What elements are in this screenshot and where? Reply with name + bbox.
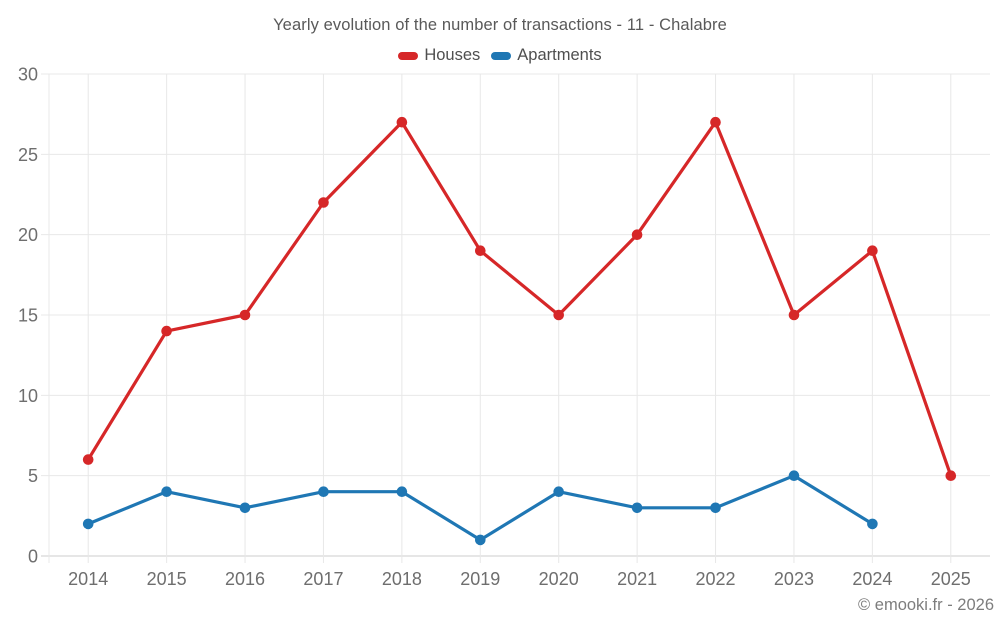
x-tick-label: 2015 bbox=[147, 569, 187, 589]
y-tick-label: 15 bbox=[18, 306, 38, 326]
data-point-apartments bbox=[396, 486, 408, 498]
x-tick-label: 2020 bbox=[539, 569, 579, 589]
data-point-houses bbox=[82, 454, 94, 465]
x-tick-label: 2023 bbox=[774, 569, 814, 589]
data-point-houses bbox=[945, 470, 957, 482]
data-point-apartments bbox=[553, 486, 564, 498]
data-point-apartments bbox=[710, 502, 721, 514]
x-tick-label: 2019 bbox=[460, 569, 500, 589]
x-tick-label: 2017 bbox=[303, 569, 343, 589]
data-point-apartments bbox=[161, 486, 172, 498]
data-point-houses bbox=[161, 325, 172, 337]
data-point-apartments bbox=[475, 534, 486, 546]
copyright-text: © emooki.fr - 2026 bbox=[858, 596, 994, 614]
series-line-houses bbox=[86, 120, 953, 478]
x-tick-label: 2018 bbox=[382, 569, 422, 589]
data-point-houses bbox=[553, 309, 564, 321]
legend-item-apartments[interactable]: Apartments bbox=[491, 46, 602, 65]
data-point-apartments bbox=[318, 486, 329, 498]
chart-legend: Houses Apartments bbox=[0, 46, 1000, 65]
data-point-apartments bbox=[239, 502, 251, 514]
data-point-apartments bbox=[867, 518, 878, 530]
x-tick-label: 2016 bbox=[225, 569, 265, 589]
data-point-apartments bbox=[788, 470, 800, 482]
data-point-apartments bbox=[82, 518, 94, 530]
y-tick-label: 10 bbox=[18, 386, 38, 406]
x-tick-label: 2024 bbox=[852, 569, 892, 589]
data-point-houses bbox=[475, 245, 486, 256]
data-point-houses bbox=[788, 309, 800, 321]
y-tick-label: 30 bbox=[18, 65, 38, 85]
data-point-apartments bbox=[631, 502, 643, 514]
data-point-houses bbox=[867, 245, 878, 256]
series-houses bbox=[82, 116, 957, 482]
data-point-houses bbox=[396, 116, 408, 128]
series-apartments bbox=[82, 470, 878, 546]
y-tick-label: 0 bbox=[28, 547, 38, 567]
data-point-houses bbox=[631, 229, 643, 240]
legend-label-houses: Houses bbox=[424, 46, 481, 64]
y-tick-label: 5 bbox=[28, 466, 38, 486]
data-point-houses bbox=[239, 309, 251, 321]
legend-label-apartments: Apartments bbox=[517, 46, 602, 64]
apartments-swatch-icon bbox=[491, 51, 512, 60]
legend-item-houses[interactable]: Houses bbox=[398, 46, 480, 65]
x-tick-label: 2021 bbox=[617, 569, 657, 589]
x-tick-label: 2014 bbox=[68, 569, 108, 589]
x-tick-label: 2025 bbox=[931, 569, 971, 589]
y-tick-label: 20 bbox=[18, 225, 38, 245]
y-tick-label: 25 bbox=[18, 145, 38, 165]
data-point-houses bbox=[318, 197, 329, 208]
houses-swatch-icon bbox=[398, 51, 419, 60]
data-point-houses bbox=[710, 116, 721, 128]
x-tick-label: 2022 bbox=[696, 569, 736, 589]
chart-title: Yearly evolution of the number of transa… bbox=[273, 16, 727, 34]
